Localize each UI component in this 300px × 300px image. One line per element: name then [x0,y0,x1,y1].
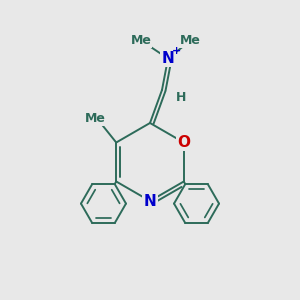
Text: H: H [176,91,187,104]
Text: +: + [172,46,181,56]
Text: Me: Me [85,112,106,125]
Text: N: N [162,51,174,66]
Text: Me: Me [130,34,152,47]
Text: Me: Me [180,34,201,47]
Text: O: O [177,135,190,150]
Text: N: N [144,194,156,208]
